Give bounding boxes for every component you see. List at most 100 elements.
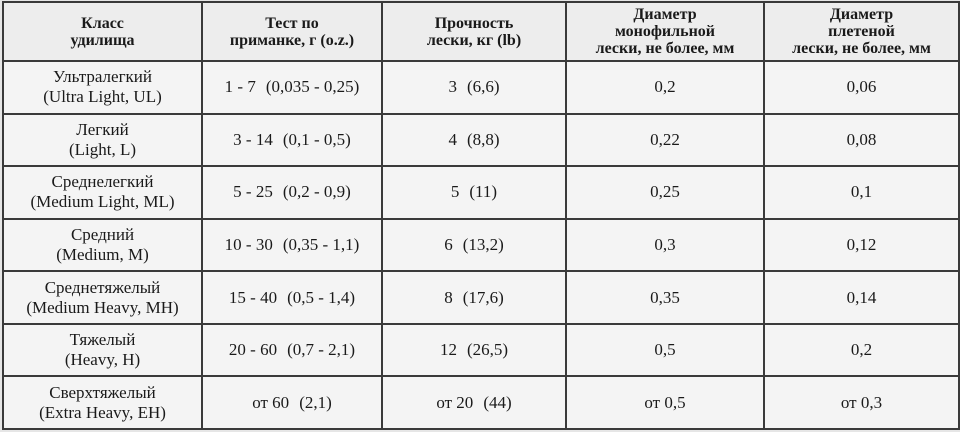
header-line: удилища (70, 31, 135, 49)
cell-line-strength: 12 (26,5) (381, 322, 567, 378)
cell-line-strength: 6 (13,2) (381, 217, 567, 273)
cell-lure-test: 3 - 14 (0,1 - 0,5) (201, 112, 383, 168)
braid-diameter-value: 0,2 (850, 340, 873, 360)
braid-diameter-value: 0,12 (846, 234, 877, 254)
mono-diameter-value: 0,5 (654, 340, 676, 360)
line-strength-lb: (11) (469, 182, 498, 202)
line-strength-lb: (6,6) (466, 77, 500, 97)
cell-lure-test: 20 - 60 (0,7 - 2,1) (201, 322, 383, 378)
line-strength-kg: 12 (439, 340, 457, 360)
rod-class-ru: Легкий (76, 119, 129, 139)
rod-class-ru: Средний (70, 224, 135, 244)
lure-test-grams: 10 - 30 (224, 234, 273, 254)
header-rod-class: Класс удилища (2, 1, 203, 62)
table-row: Среднелегкий (Medium Light, ML) 5 - 25 (0,2… (2, 165, 960, 220)
mono-diameter-value: 0,35 (650, 287, 680, 307)
cell-line-strength: 5 (11) (381, 165, 567, 220)
table-row: Легкий (Light, L) 3 - 14 (0,1 - 0,5) 4 (8,8) 0… (2, 112, 960, 168)
rod-class-en: (Medium Light, ML) (30, 192, 175, 212)
cell-rod-class: Легкий (Light, L) (2, 112, 203, 168)
line-strength-kg: 5 (450, 182, 460, 202)
cell-braid-diameter: 0,14 (763, 270, 960, 325)
cell-braid-diameter: 0,2 (763, 322, 960, 378)
cell-mono-diameter: 0,5 (565, 322, 765, 378)
rod-class-en: (Heavy, H) (64, 350, 141, 370)
header-line: Диаметр (829, 6, 894, 23)
line-strength-kg: 4 (448, 129, 457, 149)
lure-test-grams: 5 - 25 (233, 182, 273, 202)
header-line: Тест по (265, 14, 319, 32)
rod-class-ru: Тяжелый (69, 330, 136, 350)
header-line: лески, кг (lb) (426, 31, 522, 49)
cell-lure-test: 15 - 40 (0,5 - 1,4) (201, 270, 383, 325)
table-row: Сверхтяжелый (Extra Heavy, EH) от 60 (2,1) о… (2, 375, 960, 430)
cell-mono-diameter: 0,35 (565, 270, 765, 325)
cell-rod-class: Средний (Medium, M) (2, 217, 203, 273)
rod-class-en: (Medium, M) (56, 244, 149, 264)
mono-diameter-value: 0,2 (654, 77, 676, 97)
line-strength-kg: от 20 (436, 392, 474, 412)
header-mono-diameter: Диаметр монофильной лески, не более, мм (565, 1, 765, 62)
header-braid-diameter: Диаметр плетеной лески, не более, мм (763, 1, 960, 62)
lure-test-ounces: (0,5 - 1,4) (287, 287, 356, 307)
lure-test-grams: 20 - 60 (228, 340, 278, 360)
line-strength-kg: 6 (444, 234, 453, 254)
table-body: Ультралегкий (Ultra Light, UL) 1 - 7 (0,035… (2, 60, 960, 430)
mono-diameter-value: от 0,5 (644, 392, 686, 412)
rod-class-ru: Среднетяжелый (44, 277, 161, 297)
braid-diameter-value: 0,1 (850, 182, 873, 202)
header-line: Класс (81, 14, 124, 32)
cell-braid-diameter: 0,06 (763, 60, 960, 115)
header-line: лески, не более, мм (792, 40, 931, 57)
header-line: Прочность (434, 14, 514, 32)
cell-braid-diameter: 0,08 (763, 112, 960, 168)
header-lure-test: Тест по приманке, г (o.z.) (201, 1, 383, 62)
cell-line-strength: от 20 (44) (381, 375, 567, 430)
cell-lure-test: от 60 (2,1) (201, 375, 383, 430)
line-strength-lb: (8,8) (466, 129, 500, 149)
line-strength-kg: 8 (444, 287, 453, 307)
header-line: Диаметр (633, 6, 697, 23)
mono-diameter-value: 0,3 (654, 234, 676, 254)
cell-rod-class: Среднетяжелый (Medium Heavy, MH) (2, 270, 203, 325)
lure-test-ounces: (0,2 - 0,9) (282, 182, 351, 202)
rod-class-en: (Medium Heavy, MH) (26, 297, 179, 317)
cell-rod-class: Ультралегкий (Ultra Light, UL) (2, 60, 203, 115)
cell-line-strength: 8 (17,6) (381, 270, 567, 325)
cell-lure-test: 1 - 7 (0,035 - 0,25) (201, 60, 383, 115)
cell-mono-diameter: от 0,5 (565, 375, 765, 430)
rod-class-en: (Light, L) (68, 139, 137, 159)
cell-mono-diameter: 0,3 (565, 217, 765, 273)
cell-mono-diameter: 0,2 (565, 60, 765, 115)
table-row: Среднетяжелый (Medium Heavy, MH) 15 - 40 (0… (2, 270, 960, 325)
braid-diameter-value: 0,06 (846, 77, 877, 97)
header-line: приманке, г (o.z.) (229, 31, 355, 49)
mono-diameter-value: 0,22 (650, 129, 680, 149)
header-row: Класс удилища Тест по приманке, г (o.z.)… (2, 1, 960, 62)
lure-test-grams: 3 - 14 (233, 129, 273, 149)
braid-diameter-value: 0,08 (846, 129, 877, 149)
cell-braid-diameter: 0,1 (763, 165, 960, 220)
header-line: лески, не более, мм (595, 40, 735, 57)
cell-lure-test: 10 - 30 (0,35 - 1,1) (201, 217, 383, 273)
rod-class-ru: Сверхтяжелый (49, 382, 156, 402)
table-row: Тяжелый (Heavy, H) 20 - 60 (0,7 - 2,1) 12 (26… (2, 322, 960, 378)
lure-test-ounces: (0,35 - 1,1) (282, 234, 360, 254)
line-strength-kg: 3 (448, 77, 457, 97)
cell-braid-diameter: 0,12 (763, 217, 960, 273)
cell-braid-diameter: от 0,3 (763, 375, 960, 430)
header-line: монофильной (614, 23, 716, 40)
lure-test-grams: 15 - 40 (228, 287, 278, 307)
lure-test-grams: от 60 (252, 392, 290, 412)
rod-class-ru: Среднелегкий (51, 172, 154, 192)
cell-line-strength: 3 (6,6) (381, 60, 567, 115)
rod-class-ru: Ультралегкий (53, 67, 152, 87)
line-strength-lb: (13,2) (462, 234, 504, 254)
cell-rod-class: Сверхтяжелый (Extra Heavy, EH) (2, 375, 203, 430)
cell-mono-diameter: 0,25 (565, 165, 765, 220)
table-row: Средний (Medium, M) 10 - 30 (0,35 - 1,1) 6 (1… (2, 217, 960, 273)
cell-line-strength: 4 (8,8) (381, 112, 567, 168)
cell-lure-test: 5 - 25 (0,2 - 0,9) (201, 165, 383, 220)
